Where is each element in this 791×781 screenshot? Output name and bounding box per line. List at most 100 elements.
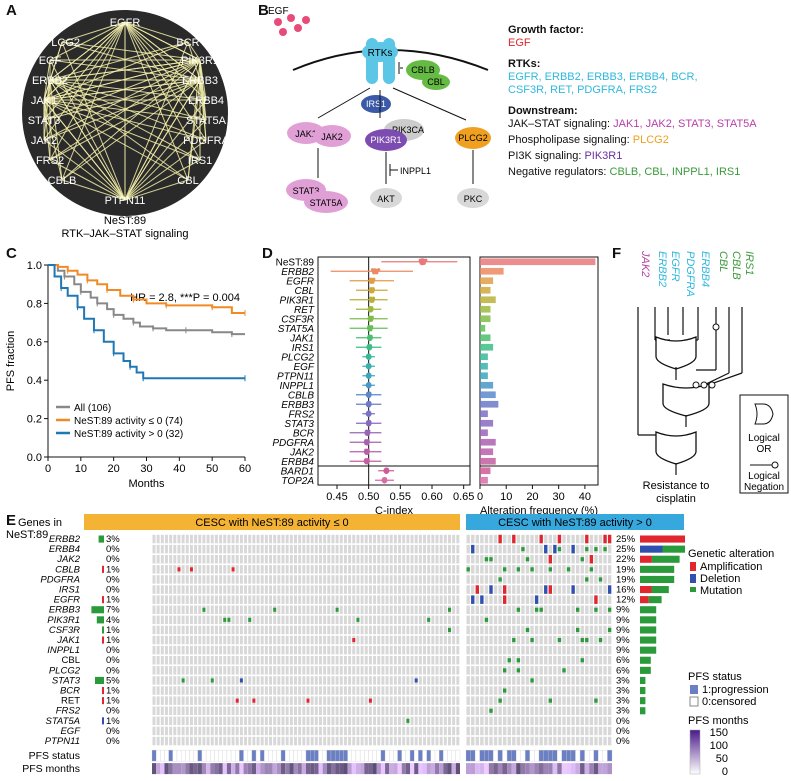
oncoprint-cell (152, 544, 156, 554)
oncoprint-cell (281, 625, 285, 635)
oncoprint-cell (189, 686, 193, 695)
oncoprint-cell (585, 595, 589, 604)
oncoprint-cell (356, 726, 360, 736)
oncoprint-cell (398, 666, 402, 675)
oncoprint-cell (566, 676, 571, 685)
oncoprint-cell (310, 575, 314, 584)
oncoprint-cell (164, 544, 168, 554)
oncoprint-cell (331, 666, 335, 675)
oncoprint-cell (214, 575, 218, 584)
oncoprint-cell (480, 706, 484, 715)
gf-title: Growth factor: (508, 24, 584, 36)
oncoprint-cell (302, 595, 306, 604)
oncoprint-cell (456, 726, 460, 736)
oncoprint-cell (352, 565, 356, 574)
network-edge (49, 41, 189, 81)
oncoprint-cell (152, 534, 156, 544)
oncoprint-cell (252, 544, 256, 554)
oncoprint-cell (373, 716, 377, 726)
network-edge (49, 59, 201, 81)
oncoprint-cell (381, 716, 385, 726)
oncoprint-cell (348, 544, 352, 554)
oncoprint-gene-label: JAK1 (56, 635, 80, 646)
oncoprint-cell (185, 595, 189, 604)
oncoprint-cell (562, 565, 566, 574)
oncoprint-cell (452, 736, 456, 746)
oncoprint-cell (348, 555, 352, 564)
network-edge (124, 179, 189, 201)
oncoprint-cell (448, 716, 451, 726)
cindex-mean (365, 391, 372, 398)
right-percent: 12% (616, 595, 636, 606)
oncoprint-cell (435, 625, 439, 635)
right-percent: 3% (616, 675, 630, 686)
oncoprint-cell (189, 605, 193, 614)
oncoprint-cell (189, 666, 193, 675)
oncoprint-cell (423, 635, 427, 645)
oncoprint-alteration (553, 544, 557, 554)
oncoprint-cell (239, 645, 243, 655)
oncoprint-cell (427, 605, 431, 614)
oncoprint-cell (194, 686, 198, 695)
oncoprint-cell (298, 575, 302, 584)
oncoprint-cell (160, 625, 164, 635)
oncoprint-cell (521, 706, 525, 715)
oncoprint-cell (452, 565, 456, 574)
oncoprint-cell (327, 686, 331, 695)
oncoprint-alteration (548, 567, 552, 572)
oncoprint-cell (169, 666, 173, 675)
network-edge (43, 21, 126, 141)
oncoprint-cell (339, 666, 343, 675)
oncoprint-cell (310, 696, 314, 705)
oncoprint-cell (331, 575, 335, 584)
alt-bar (480, 400, 499, 408)
right-percent: 0% (616, 716, 630, 727)
oncoprint-cell (368, 625, 372, 635)
oncoprint-cell (402, 565, 406, 574)
pfs-months-cell (314, 763, 319, 775)
oncoprint-cell (352, 666, 356, 675)
oncoprint-cell (406, 575, 410, 584)
oncoprint-cell (456, 565, 460, 574)
oncoprint-cell (177, 544, 181, 554)
oncoprint-cell (534, 686, 539, 695)
oncoprint-cell (264, 534, 268, 544)
oncoprint-alteration (177, 567, 181, 572)
oncoprint-cell (402, 656, 406, 665)
oncoprint-cell (580, 645, 584, 655)
oncoprint-cell (512, 565, 516, 574)
oncoprint-cell (368, 555, 372, 564)
pfs-status-cell (347, 749, 352, 762)
oncoprint-alteration (576, 607, 580, 612)
pfs-status-cell (180, 749, 186, 762)
oncoprint-cell (206, 575, 210, 584)
oncoprint-cell (456, 615, 460, 625)
oncoprint-cell (448, 736, 451, 746)
oncoprint-cell (389, 585, 393, 594)
oncoprint-cell (493, 726, 498, 736)
oncoprint-cell (185, 615, 189, 625)
oncoprint-cell (314, 696, 318, 705)
oncoprint-cell (431, 544, 435, 554)
oncoprint-cell (553, 565, 557, 574)
oncoprint-cell (248, 544, 252, 554)
oncoprint-cell (471, 686, 475, 695)
oncoprint-cell (189, 635, 193, 645)
network-edge (124, 139, 207, 201)
oncoprint-cell (160, 666, 164, 675)
oncoprint-cell (489, 726, 493, 736)
oncoprint-cell (406, 585, 410, 594)
oncoprint-cell (539, 656, 543, 665)
oncoprint-cell (456, 656, 460, 665)
oncoprint-cell (548, 716, 552, 726)
oncoprint-cell (389, 716, 393, 726)
right-alteration-bar (640, 697, 646, 705)
oncoprint-cell (562, 635, 566, 645)
oncoprint-cell (389, 605, 393, 614)
oncoprint-cell (448, 696, 451, 705)
oncoprint-cell (164, 575, 168, 584)
oncoprint-cell (452, 645, 456, 655)
negation-circle (708, 381, 716, 389)
cindex-mean (368, 287, 375, 294)
